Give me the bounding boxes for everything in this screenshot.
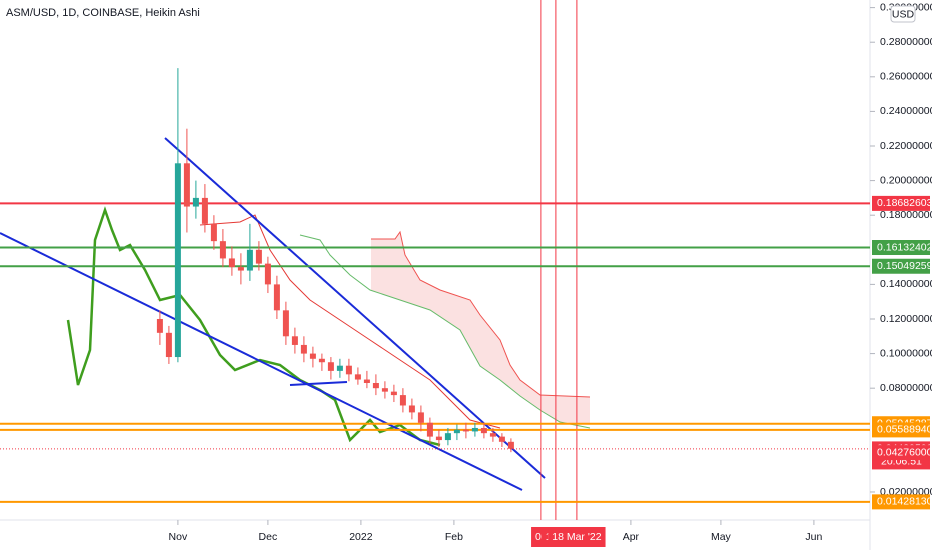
candle-body: [156, 318, 163, 333]
price-label-box: [872, 422, 930, 438]
x-tick-label: Dec: [259, 531, 278, 543]
candle-body: [327, 362, 334, 371]
price-label-box: [872, 240, 930, 256]
trend-line: [0, 232, 523, 491]
candle-body: [480, 427, 487, 434]
candle-body: [192, 197, 199, 207]
x-tick-label: Jun: [805, 531, 822, 543]
candle-body: [363, 379, 370, 383]
y-tick-label: 0.26000000: [880, 71, 932, 83]
candle-body: [237, 267, 244, 271]
candle-body: [453, 429, 460, 434]
candle-body: [183, 163, 190, 207]
price-label-box: [872, 195, 930, 211]
candle-body: [309, 353, 316, 359]
y-tick-label: 0.22000000: [880, 140, 932, 152]
y-tick-label: 0.12000000: [880, 313, 932, 325]
y-tick-label: 0.24000000: [880, 105, 932, 117]
y-tick-label: 0.10000000: [880, 347, 932, 359]
lagging-line: [66, 206, 441, 447]
candle-body: [444, 433, 451, 441]
cloud: [371, 232, 590, 425]
candle-body: [498, 436, 505, 442]
y-tick-label: 0.20000000: [880, 174, 932, 186]
drawings: [0, 0, 871, 550]
candle-body: [282, 310, 289, 337]
y-tick-label: 0.14000000: [880, 278, 932, 290]
marker-label: 06: [535, 531, 547, 543]
candle-body: [471, 427, 478, 432]
candle-body: [174, 163, 181, 358]
y-tick-label: 0.18000000: [880, 209, 932, 221]
price-label: 0.05588940: [877, 424, 932, 436]
y-tick-label: 0.08000000: [880, 382, 932, 394]
trend-line: [164, 137, 546, 479]
candle-body: [399, 395, 406, 406]
cloud-edge: [299, 234, 591, 429]
marker-label-box: [548, 527, 606, 547]
candle-body: [426, 422, 433, 437]
x-tick-label: Apr: [623, 531, 640, 543]
candle-body: [408, 405, 415, 413]
y-tick-label: 0.28000000: [880, 36, 932, 48]
currency: USD: [892, 8, 915, 20]
currency-badge[interactable]: [890, 5, 916, 23]
x-tick-label: May: [711, 531, 732, 543]
candle-body: [246, 249, 253, 271]
marker-label: 18 Mar '22: [552, 531, 601, 543]
candle-body: [300, 344, 307, 354]
candle-body: [489, 433, 496, 437]
price-label: 0.01428130: [877, 496, 932, 508]
price-label-box: [872, 258, 930, 274]
candle-body: [417, 412, 424, 423]
candle-body: [219, 241, 226, 259]
cloud-edge: [371, 230, 591, 398]
candle-body: [210, 223, 217, 242]
candle-body: [336, 365, 343, 371]
price-label-box: [872, 445, 930, 461]
x-tick-label: 2022: [349, 531, 373, 543]
candle-body: [201, 197, 208, 224]
candle-body: [462, 429, 469, 432]
candle-body: [291, 336, 298, 345]
price-label: 0.18682603: [877, 197, 932, 209]
candle-body: [255, 249, 262, 264]
trend-line: [289, 381, 348, 386]
candle-body: [381, 388, 388, 392]
price-label: 0.15049259: [877, 260, 932, 272]
candle-body: [318, 358, 325, 363]
candle-body: [507, 441, 514, 449]
chart-title: ASM/USD, 1D, COINBASE, Heikin Ashi: [6, 7, 200, 19]
price-label: 0.16132402: [877, 241, 932, 253]
candle-body: [435, 436, 442, 441]
candle-body: [345, 365, 352, 375]
candle-body: [354, 374, 361, 380]
candle-body: [264, 263, 271, 285]
price-label: 0.04276000: [877, 446, 932, 458]
candle-body: [228, 258, 235, 268]
candle-body: [165, 332, 172, 358]
candle-body: [390, 391, 397, 396]
candle-body: [372, 382, 379, 389]
candle-body: [273, 284, 280, 311]
x-tick-label: Nov: [169, 531, 188, 543]
x-tick-label: Feb: [445, 531, 463, 543]
base-line: [199, 214, 501, 429]
price-label-box: [872, 494, 930, 510]
